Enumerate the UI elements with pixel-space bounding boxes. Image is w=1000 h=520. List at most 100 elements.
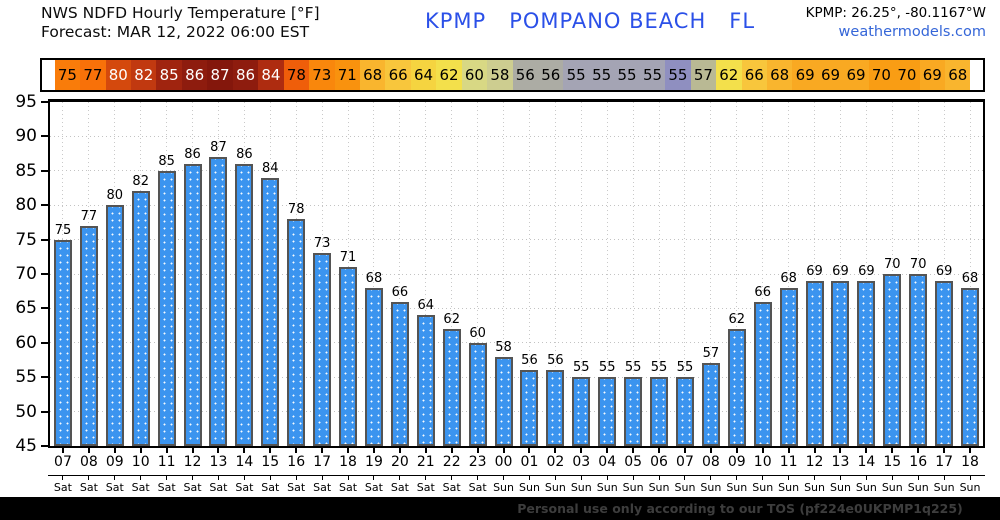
strip-temp-cell: 64 (410, 60, 437, 90)
x-day-label: Sun (778, 481, 800, 494)
strip-temp-cell: 68 (945, 60, 971, 90)
y-tick-label: 75 (15, 229, 37, 250)
temperature-bar (520, 370, 539, 446)
x-tick-mark (683, 448, 686, 453)
strip-temp-cell: 62 (716, 60, 742, 90)
strip-temp-cell: 75 (54, 60, 81, 90)
day-tick-mark (891, 476, 893, 480)
x-hour-label: 05 (624, 454, 643, 470)
y-tick-label: 90 (15, 126, 37, 147)
day-tick-mark (295, 476, 297, 480)
x-tick-mark (321, 448, 324, 453)
day-tick-mark (658, 476, 660, 480)
bar-value-label: 69 (832, 263, 849, 279)
day-tick-mark (373, 476, 375, 480)
bar-value-label: 55 (650, 360, 668, 376)
temperature-bar (961, 287, 980, 446)
strip-temp-cell: 78 (283, 60, 310, 90)
x-day-label: Sun (570, 481, 592, 494)
x-day-label: Sat (416, 481, 435, 494)
bar-value-label: 55 (573, 360, 590, 376)
day-tick-mark (503, 476, 505, 480)
x-tick-mark (735, 448, 738, 453)
gridline-vertical (814, 102, 816, 446)
x-tick-mark (528, 448, 531, 453)
strip-temp-cell: 82 (131, 60, 157, 90)
day-tick-mark (217, 476, 219, 480)
bar-value-label: 58 (495, 339, 512, 355)
gridline-vertical (969, 102, 971, 446)
x-tick-mark (969, 448, 972, 453)
x-hour-label: 07 (676, 454, 694, 470)
temperature-bar (390, 301, 409, 446)
bar-value-label: 86 (236, 146, 253, 162)
x-day-label: Sat (313, 481, 332, 494)
x-tick-mark (606, 448, 609, 453)
site-link[interactable]: weathermodels.com (838, 24, 986, 40)
gridline-vertical (684, 102, 686, 446)
strip-temp-cell: 73 (309, 60, 335, 90)
day-tick-mark (62, 476, 64, 480)
strip-spacer (970, 60, 984, 90)
temperature-bar (753, 301, 772, 446)
day-tick-mark (762, 476, 764, 480)
y-tick-label: 85 (15, 160, 37, 181)
x-day-label: Sat (183, 481, 202, 494)
x-day-label: Sat (364, 481, 383, 494)
strip-temp-cell: 71 (334, 60, 360, 90)
temperature-bar (209, 157, 228, 446)
x-tick-mark (113, 448, 116, 453)
gridline-vertical (399, 102, 401, 446)
x-tick-mark (347, 448, 350, 453)
day-tick-mark (943, 476, 945, 480)
bar-value-label: 85 (158, 153, 175, 169)
x-tick-mark (269, 448, 272, 453)
y-tick-mark (41, 273, 48, 275)
x-day-label: Sat (442, 481, 461, 494)
temperature-bar (650, 377, 669, 446)
y-tick-label: 80 (15, 195, 37, 216)
chart-title-block: NWS NDFD Hourly Temperature [°F] Forecas… (41, 4, 320, 42)
strip-temp-cell: 58 (487, 60, 513, 90)
y-tick-mark (41, 204, 48, 207)
bar-value-label: 66 (391, 284, 409, 300)
bar-value-label: 62 (443, 312, 460, 328)
x-tick-mark (398, 448, 401, 453)
plot-area: 75 77 80 82 85 86 87 86 84 78 73 71 68 66 64 62 60 58 56 56… (48, 99, 985, 448)
gridline-horizontal (50, 273, 983, 275)
x-axis: 07 08 09 10 11 12 13 14 15 16 17 18 19 20 21 22 23 00 01 02… (48, 448, 985, 498)
x-tick-mark (943, 448, 946, 453)
y-tick-mark (41, 376, 48, 379)
gridline-horizontal (50, 239, 983, 241)
temp-strip: 75 77 80 82 85 86 87 86 84 78 73 71 68 66 64 62 60 58 56 56… (40, 58, 985, 92)
gridline-horizontal (50, 204, 983, 206)
gridline-vertical (710, 102, 712, 446)
temperature-bar (779, 287, 798, 446)
temperature-bar (572, 377, 591, 446)
x-hour-label: 15 (883, 454, 902, 470)
bar-value-label: 56 (547, 353, 564, 369)
gridline-vertical (839, 102, 841, 446)
bar-value-label: 68 (961, 270, 979, 286)
footer-bar: Personal use only according to our TOS (… (0, 497, 1000, 520)
bar-value-label: 78 (287, 201, 305, 217)
gridline-vertical (943, 102, 945, 446)
chart-title: NWS NDFD Hourly Temperature [°F] (41, 4, 320, 22)
strip-temp-cell: 55 (665, 60, 691, 90)
temperature-bar (364, 287, 383, 446)
temperature-bar (261, 177, 280, 446)
temperature-bar (79, 225, 98, 446)
gridline-horizontal (50, 135, 983, 137)
temperature-bar (494, 356, 513, 446)
temperature-bar (442, 329, 461, 446)
x-day-label: Sat (287, 481, 306, 494)
x-tick-mark (761, 448, 764, 453)
x-hour-label: 12 (805, 454, 824, 470)
strip-temp-cell: 69 (792, 60, 818, 90)
x-day-label: Sun (881, 481, 903, 494)
y-tick-label: 50 (15, 401, 37, 422)
gridline-vertical (865, 102, 867, 446)
gridline-vertical (425, 102, 427, 446)
strip-temp-cell: 70 (894, 60, 920, 90)
